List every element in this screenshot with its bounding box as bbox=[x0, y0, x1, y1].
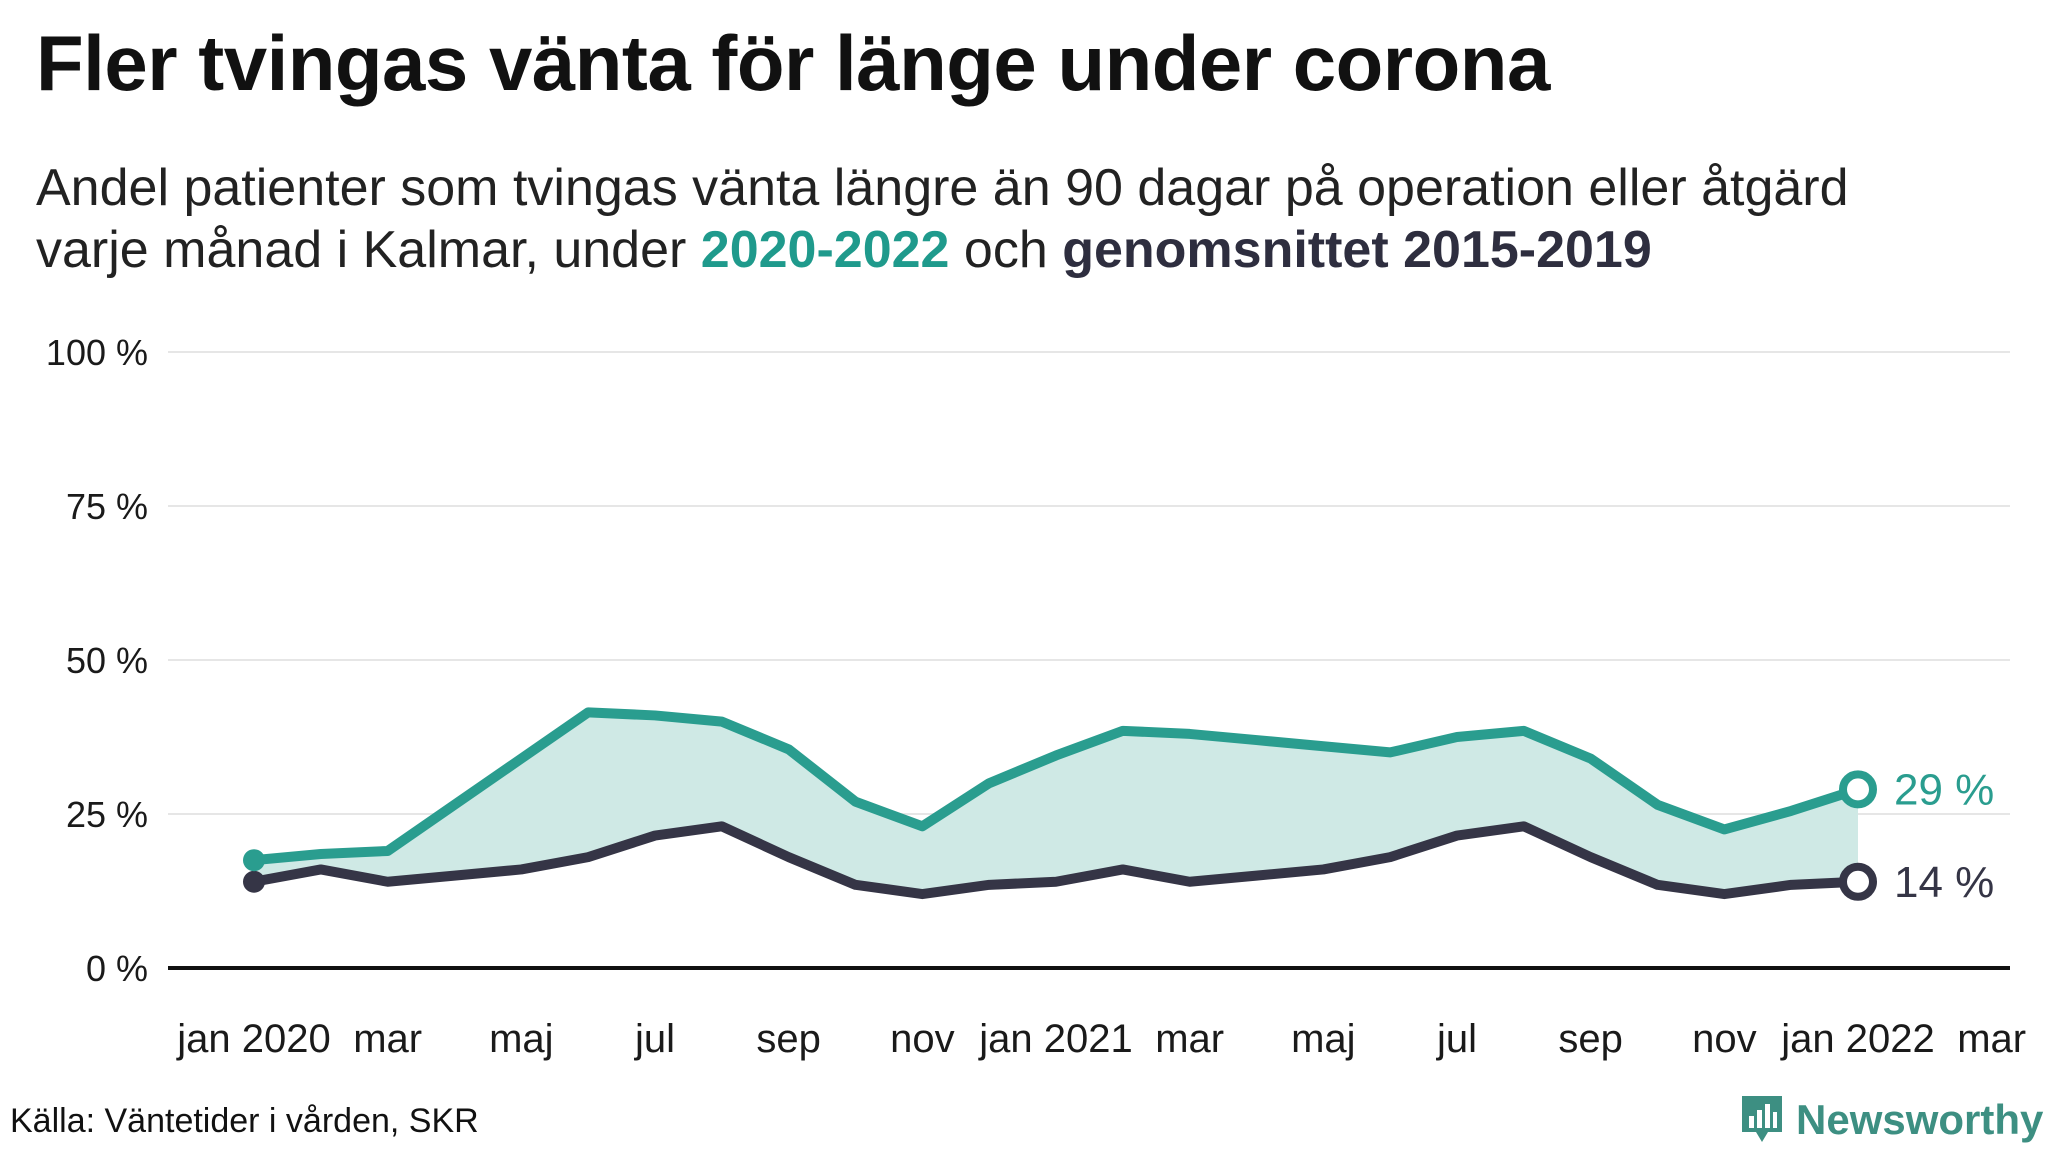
series-line-average bbox=[249, 821, 1863, 900]
y-tick-label: 0 % bbox=[86, 948, 148, 989]
x-tick-label: jul bbox=[634, 1017, 675, 1061]
start-point-average bbox=[243, 870, 265, 893]
difference-area bbox=[254, 712, 1858, 895]
bar-chart-icon bbox=[1742, 1096, 1782, 1142]
end-label-current: 29 % bbox=[1894, 765, 1994, 814]
logo-text: Newsworthy bbox=[1796, 1096, 2044, 1143]
y-tick-label: 75 % bbox=[66, 486, 148, 527]
x-tick-label: jan 2021 bbox=[978, 1017, 1132, 1061]
end-point-current bbox=[1839, 770, 1877, 809]
source-note: Källa: Väntetider i vården, SKR bbox=[10, 1102, 479, 1140]
x-axis-ticks: jan 2020 mar maj jul sep nov jan 2021 mar maj jul… bbox=[176, 1017, 2026, 1061]
y-tick-label: 100 % bbox=[46, 332, 148, 373]
subtitle-prefix: varje månad i Kalmar, under bbox=[36, 221, 701, 279]
start-point-current bbox=[243, 849, 265, 872]
x-tick-label: jan 2020 bbox=[176, 1017, 330, 1061]
x-tick-label: sep bbox=[1558, 1017, 1623, 1061]
x-tick-label: jan 2022 bbox=[1780, 1017, 1934, 1061]
end-labels: 29 % 14 % bbox=[1894, 765, 1994, 906]
end-label-average: 14 % bbox=[1894, 858, 1994, 907]
x-tick-label: maj bbox=[1291, 1017, 1355, 1061]
x-tick-label: jul bbox=[1436, 1017, 1477, 1061]
end-point-average bbox=[1839, 862, 1877, 901]
x-tick-label: nov bbox=[1692, 1017, 1757, 1061]
x-tick-label: nov bbox=[890, 1017, 955, 1061]
x-tick-label: maj bbox=[489, 1017, 553, 1061]
y-tick-label: 25 % bbox=[66, 794, 148, 835]
x-tick-label: sep bbox=[756, 1017, 821, 1061]
x-tick-label: mar bbox=[1957, 1017, 2026, 1061]
series-lines bbox=[243, 707, 1877, 901]
newsworthy-logo: Newsworthy bbox=[1738, 1092, 2043, 1148]
chart-subtitle-line1: Andel patienter som tvingas vänta längre… bbox=[36, 159, 1849, 217]
series-line-current bbox=[249, 707, 1863, 866]
y-tick-label: 50 % bbox=[66, 640, 148, 681]
subtitle-highlight-average: genomsnittet 2015-2019 bbox=[1062, 221, 1652, 279]
chart-subtitle-line2: varje månad i Kalmar, under 2020-2022 oc… bbox=[36, 220, 1652, 280]
y-axis-ticks: 0 % 25 % 50 % 75 % 100 % bbox=[46, 332, 148, 989]
difference-area-fill bbox=[254, 712, 1858, 895]
subtitle-highlight-current: 2020-2022 bbox=[700, 221, 950, 279]
x-tick-label: mar bbox=[1155, 1017, 1224, 1061]
x-tick-label: mar bbox=[353, 1017, 422, 1061]
subtitle-middle: och bbox=[949, 221, 1063, 279]
chart-title: Fler tvingas vänta för länge under coron… bbox=[36, 19, 1550, 107]
